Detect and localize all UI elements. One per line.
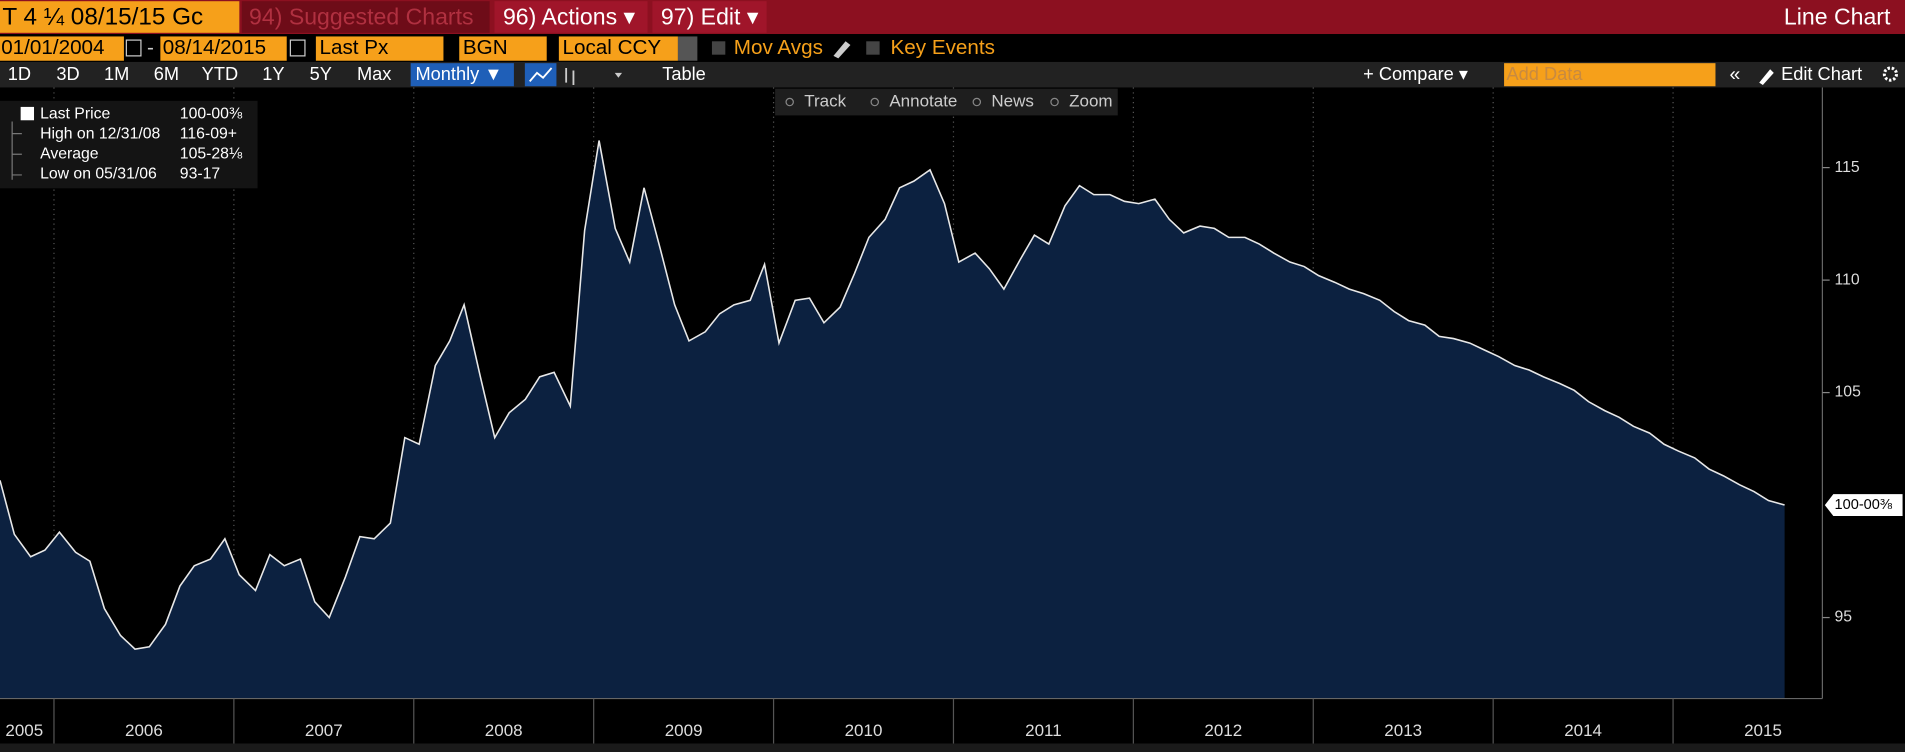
x-tick-label: 2005 bbox=[5, 721, 43, 740]
bar-type-icon[interactable] bbox=[565, 68, 575, 86]
table-button[interactable]: Table bbox=[662, 64, 706, 84]
mov-avgs-label: Mov Avgs bbox=[734, 36, 823, 59]
legend-value: 116-09+ bbox=[180, 125, 237, 142]
period-button[interactable]: 1Y bbox=[262, 64, 284, 84]
y-tick-label: 115 bbox=[1835, 159, 1860, 176]
legend-tree bbox=[11, 121, 22, 180]
key-events-label: Key Events bbox=[891, 36, 995, 59]
period-button[interactable]: 3D bbox=[56, 64, 79, 84]
period-button[interactable]: YTD bbox=[202, 64, 238, 84]
x-tick-label: 2015 bbox=[1744, 721, 1782, 740]
add-data-placeholder: Add Data bbox=[1507, 64, 1584, 84]
actions-text: 96) Actions ▾ bbox=[503, 3, 636, 29]
checkbox[interactable] bbox=[711, 41, 726, 55]
status-strip bbox=[0, 743, 1905, 752]
end-date: 08/14/2015 bbox=[163, 36, 266, 59]
field-select[interactable] bbox=[315, 36, 444, 61]
legend-label: Average bbox=[40, 145, 99, 162]
last-price-label: 100-00⅜ bbox=[1835, 497, 1893, 513]
legend-label: Low on 05/31/06 bbox=[40, 166, 157, 183]
chart-tool-button[interactable]: Zoom bbox=[1069, 92, 1112, 111]
y-tick-label: 95 bbox=[1835, 609, 1853, 626]
x-tick-label: 2013 bbox=[1384, 721, 1422, 740]
edit-chart-button[interactable]: Edit Chart bbox=[1781, 64, 1862, 84]
actions-button[interactable] bbox=[494, 1, 648, 33]
edit-button[interactable] bbox=[652, 1, 767, 33]
calendar-icon[interactable] bbox=[289, 39, 306, 57]
x-tick-label: 2008 bbox=[485, 721, 523, 740]
line bbox=[0, 140, 1785, 650]
view-title: Line Chart bbox=[1784, 3, 1891, 29]
chart-tools-bar bbox=[775, 88, 1118, 116]
area bbox=[0, 140, 1785, 699]
tool-icon bbox=[972, 97, 982, 107]
chart-tool-button[interactable]: Annotate bbox=[889, 92, 957, 111]
legend-value: 93-17 bbox=[180, 166, 220, 183]
chart-tool-button[interactable]: News bbox=[991, 92, 1034, 111]
chart-tool-button[interactable]: Track bbox=[804, 92, 846, 111]
suggested-text: 94) Suggested Charts bbox=[249, 3, 474, 29]
tool-icon bbox=[1050, 97, 1059, 107]
x-tick-label: 2011 bbox=[1025, 721, 1062, 740]
x-tick-label: 2009 bbox=[665, 721, 703, 740]
period-button[interactable]: 6M bbox=[154, 64, 179, 84]
legend-value: 100-00⅜ bbox=[180, 105, 243, 122]
pencil-icon[interactable] bbox=[833, 41, 851, 59]
suggested-button[interactable] bbox=[241, 1, 490, 33]
legend-label: Last Price bbox=[40, 105, 110, 122]
period-button[interactable]: 5Y bbox=[310, 64, 332, 84]
dropdown-arrow[interactable] bbox=[677, 36, 698, 61]
field-text: Last Px bbox=[320, 36, 390, 59]
legend-swatch bbox=[20, 106, 35, 121]
frequency-text: Monthly ▼ bbox=[416, 64, 503, 84]
x-tick-label: 2012 bbox=[1204, 721, 1242, 740]
frequency-button[interactable] bbox=[410, 63, 514, 87]
dropdown-arrow[interactable] bbox=[614, 72, 623, 78]
period-button[interactable]: Max bbox=[357, 64, 391, 84]
currency-select[interactable] bbox=[558, 36, 678, 61]
legend-value: 105-28⅛ bbox=[180, 145, 243, 162]
period-button[interactable]: 1M bbox=[104, 64, 129, 84]
line-icon bbox=[529, 67, 553, 82]
source-select[interactable] bbox=[459, 36, 547, 61]
edit-text: 97) Edit ▾ bbox=[661, 3, 759, 29]
compare-button[interactable]: + Compare ▾ bbox=[1363, 64, 1468, 84]
end-date-field[interactable] bbox=[160, 36, 287, 61]
y-tick-label: 105 bbox=[1835, 384, 1862, 401]
x-tick-label: 2007 bbox=[305, 721, 343, 740]
tool-icon bbox=[785, 97, 794, 107]
checkbox[interactable] bbox=[866, 41, 880, 55]
legend-label: High on 12/31/08 bbox=[40, 125, 160, 142]
add-data-field[interactable] bbox=[1504, 63, 1716, 87]
currency-text: Local CCY bbox=[563, 36, 662, 59]
x-tick-label: 2014 bbox=[1564, 721, 1602, 740]
period-button[interactable]: 1D bbox=[8, 64, 31, 84]
calendar-icon[interactable] bbox=[125, 39, 142, 57]
y-tick-label: 110 bbox=[1835, 271, 1860, 288]
date-separator: - bbox=[147, 36, 154, 59]
x-tick-label: 2006 bbox=[125, 721, 163, 740]
ticker-field[interactable] bbox=[0, 1, 240, 33]
ticker-text: T 4 ¼ 08/15/15 Gc bbox=[2, 4, 203, 31]
start-date-field[interactable] bbox=[0, 36, 124, 61]
collapse-button[interactable]: « bbox=[1730, 63, 1741, 85]
x-tick-label: 2010 bbox=[845, 721, 883, 740]
pencil-icon bbox=[1759, 69, 1774, 86]
source-text: BGN bbox=[463, 36, 508, 59]
legend-box bbox=[0, 100, 258, 189]
last-price-badge bbox=[1824, 494, 1903, 517]
tool-icon bbox=[870, 97, 879, 107]
start-date: 01/01/2004 bbox=[1, 36, 104, 59]
